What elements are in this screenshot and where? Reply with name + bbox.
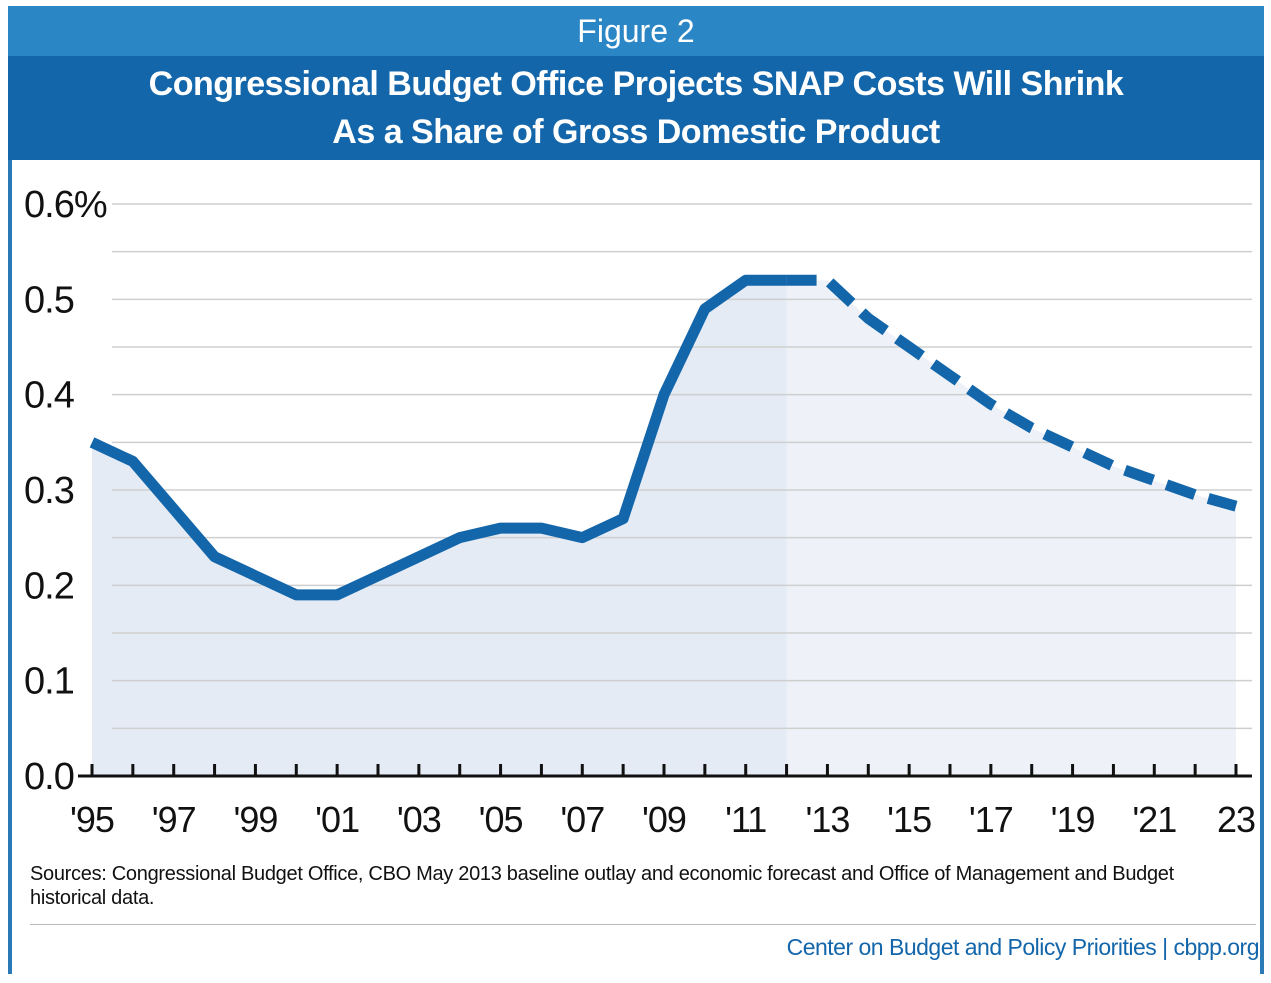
figure-frame [8, 6, 1264, 974]
series-lines [89, 274, 1238, 601]
y-tick-label: 0.3 [24, 470, 74, 512]
y-axis-labels: 0.0 0.1 0.2 0.3 0.4 0.5 0.6% [24, 184, 108, 798]
credit-line: Center on Budget and Policy Priorities |… [786, 934, 1260, 960]
chart-title-line-1: Congressional Budget Office Projects SNA… [148, 65, 1124, 103]
area-fill-layer [92, 280, 1236, 776]
area-fill-dashed [786, 280, 1236, 776]
x-tick-label: '21 [1132, 799, 1176, 840]
y-tick-label: 0.1 [24, 661, 74, 703]
x-tick-label: '97 [152, 799, 196, 840]
x-tick-label: '11 [725, 799, 766, 840]
x-tick-label: '19 [1051, 799, 1095, 840]
chart-title-line-2: As a Share of Gross Domestic Product [332, 113, 940, 151]
series-line-dashed [786, 274, 1238, 512]
sources-note: Sources: Congressional Budget Office, CB… [30, 863, 1174, 909]
y-tick-label: 0.6% [24, 184, 107, 226]
figure-label: Figure 2 [8, 6, 1264, 56]
line-chart: 0.0 0.1 0.2 0.3 0.4 0.5 0.6% '95 '97 '99 '01 '03 '0… [24, 184, 1256, 840]
x-tick-label: '03 [397, 799, 441, 840]
x-axis [78, 764, 1252, 778]
x-tick-label: '05 [479, 799, 523, 840]
series-line-solid [89, 274, 787, 601]
area-fill-solid [92, 280, 787, 776]
x-tick-label: '13 [805, 799, 849, 840]
x-tick-label: 23 [1217, 799, 1255, 840]
y-tick-label: 0.5 [24, 279, 74, 321]
x-tick-label: '15 [887, 799, 931, 840]
footer-divider [30, 924, 1256, 925]
x-tick-label: '95 [70, 799, 114, 840]
x-tick-label: '17 [969, 799, 1013, 840]
x-tick-label: '07 [560, 799, 604, 840]
y-tick-label: 0.0 [24, 756, 74, 798]
x-axis-labels: '95 '97 '99 '01 '03 '05 '07 '09 '11 '13 '15 '17 '19 '… [70, 799, 1256, 840]
x-tick-label: '99 [233, 799, 277, 840]
x-tick-label: '01 [315, 799, 359, 840]
y-tick-label: 0.2 [24, 565, 74, 607]
y-tick-label: 0.4 [24, 375, 75, 417]
x-tick-label: '09 [642, 799, 686, 840]
chart-title: Congressional Budget Office Projects SNA… [8, 56, 1264, 160]
